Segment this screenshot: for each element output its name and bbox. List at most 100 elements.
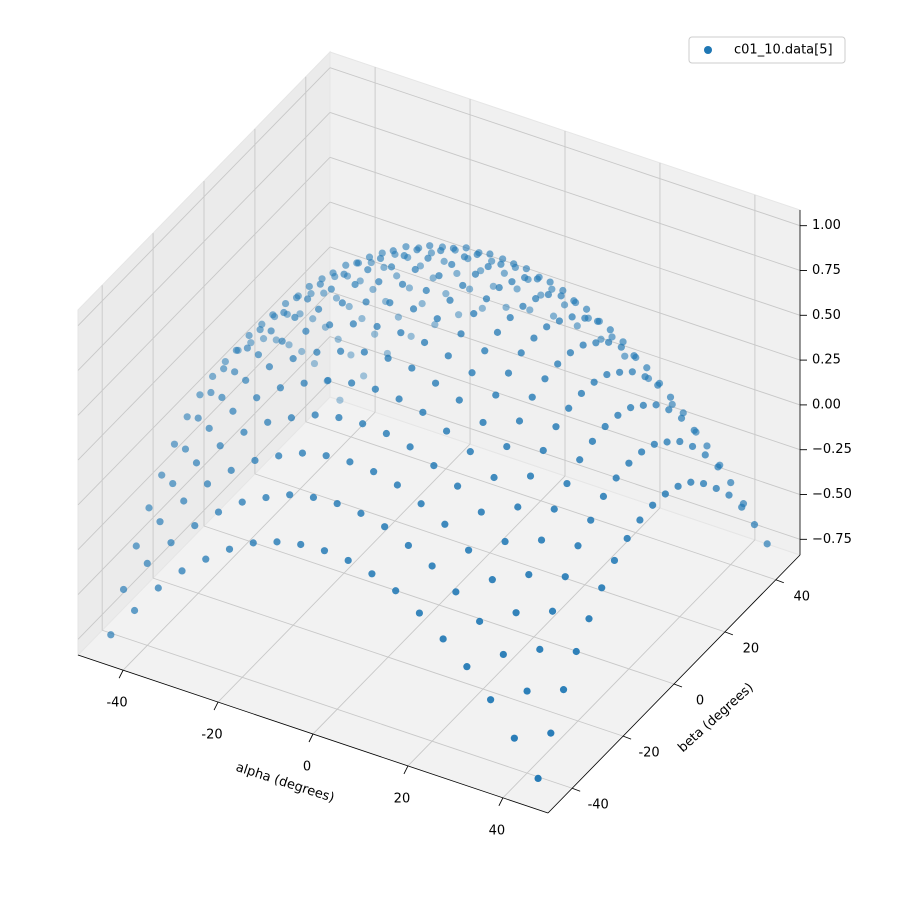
point — [170, 440, 179, 448]
legend-marker — [704, 46, 712, 54]
point — [369, 285, 377, 294]
point — [437, 247, 445, 255]
point — [214, 508, 223, 516]
point — [408, 364, 416, 372]
point — [207, 388, 215, 397]
point — [376, 254, 385, 263]
point — [346, 458, 354, 466]
grid-line — [77, 336, 331, 595]
point — [333, 499, 341, 508]
point — [386, 299, 394, 307]
point — [145, 504, 153, 512]
point — [402, 243, 410, 251]
point — [203, 480, 212, 488]
point — [440, 257, 448, 265]
grid-line — [329, 67, 801, 227]
point — [576, 456, 584, 464]
point — [272, 336, 280, 344]
point — [303, 295, 312, 303]
point — [362, 298, 370, 306]
point — [523, 687, 531, 695]
grid-line — [77, 201, 331, 461]
point — [559, 686, 568, 694]
point — [563, 479, 571, 488]
point — [191, 522, 199, 530]
point — [501, 537, 509, 546]
point — [107, 631, 115, 639]
point — [699, 479, 708, 488]
point — [364, 266, 372, 274]
point — [281, 299, 290, 308]
point — [490, 473, 498, 482]
point — [313, 348, 321, 356]
x-tick-label: -40 — [106, 696, 127, 711]
point — [380, 263, 388, 272]
point — [389, 247, 397, 255]
point — [616, 368, 624, 376]
point — [275, 452, 283, 460]
y-axis-line — [547, 554, 801, 814]
point — [298, 449, 307, 457]
point — [677, 414, 686, 422]
point — [668, 400, 676, 409]
point — [466, 285, 474, 293]
point — [291, 313, 299, 322]
point — [405, 284, 414, 292]
point — [455, 396, 463, 404]
point — [603, 370, 611, 379]
point — [280, 308, 288, 317]
tick-mark — [673, 683, 683, 688]
point — [665, 406, 673, 414]
point — [309, 315, 317, 323]
point — [610, 556, 619, 565]
point — [196, 391, 204, 399]
point — [568, 313, 576, 321]
point — [500, 269, 508, 277]
point — [169, 479, 177, 488]
point — [554, 360, 562, 368]
tick-mark — [775, 579, 784, 584]
point — [181, 445, 190, 453]
point — [435, 272, 443, 280]
point — [289, 355, 297, 363]
point — [703, 442, 711, 450]
point — [539, 446, 547, 455]
point — [557, 292, 565, 300]
point — [365, 253, 374, 261]
point — [357, 509, 365, 517]
point — [156, 518, 164, 526]
point — [478, 304, 486, 312]
point — [400, 252, 408, 260]
tick-mark — [622, 735, 632, 740]
point — [209, 372, 217, 381]
point — [522, 265, 530, 273]
point — [298, 347, 306, 356]
point — [143, 559, 151, 568]
point — [561, 573, 569, 581]
grid-line — [329, 156, 801, 316]
point — [356, 277, 364, 285]
point — [441, 520, 449, 528]
point — [579, 341, 587, 349]
point — [326, 321, 334, 329]
point — [411, 265, 419, 274]
point — [344, 556, 352, 565]
point — [503, 442, 511, 451]
point — [310, 359, 319, 368]
y-axis-label: beta (degrees) — [675, 680, 756, 755]
point — [242, 376, 250, 384]
point — [359, 420, 367, 428]
point — [253, 394, 261, 402]
grid-line — [203, 525, 675, 685]
point — [499, 650, 507, 659]
point — [342, 261, 350, 269]
tick-mark — [724, 631, 734, 636]
point — [413, 246, 421, 254]
grid-line — [77, 246, 331, 506]
point — [587, 516, 595, 524]
point — [433, 315, 441, 323]
point — [701, 451, 709, 459]
point — [638, 448, 646, 456]
point — [418, 299, 426, 308]
point — [416, 262, 425, 270]
